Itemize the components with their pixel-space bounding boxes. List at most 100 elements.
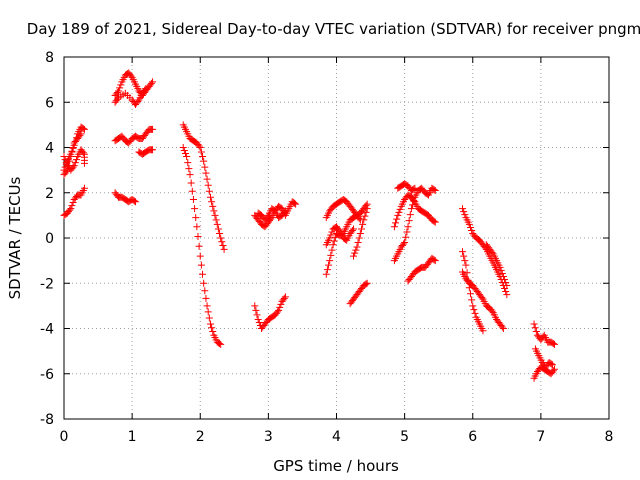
y-tick-label: -8 [40,412,54,428]
data-point [363,205,371,213]
data-point [392,219,400,227]
data-point [253,311,261,319]
data-point [471,309,479,317]
data-point [213,220,221,228]
y-tick-label: -6 [40,367,54,383]
data-point [130,197,138,205]
data-point [202,294,210,302]
y-tick-label: 8 [45,50,54,66]
data-point [393,215,401,223]
data-point [80,159,88,167]
data-point [219,242,227,250]
data-point [127,72,135,80]
data-point [461,257,469,265]
data-point [363,279,371,287]
data-point [502,278,510,286]
data-point [403,228,411,236]
data-point [255,318,263,326]
data-point [498,323,506,331]
data-point [488,248,496,256]
data-point [350,252,358,260]
data-point [191,205,199,213]
data-point [328,228,336,236]
data-point [200,279,208,287]
data-point [216,340,224,348]
data-point [116,84,124,92]
data-point [355,214,363,222]
data-point [69,163,77,171]
plot-frame [63,56,610,420]
data-point [531,324,539,332]
data-point [202,169,210,177]
data-point [430,217,438,225]
data-point [183,153,191,161]
data-point [463,269,471,277]
data-point [410,196,418,204]
data-point [195,142,203,150]
data-point [251,302,259,310]
x-tick-label: 8 [605,429,614,445]
data-point [323,266,331,274]
data-point [273,308,281,316]
data-point [547,360,555,368]
data-point [549,340,557,348]
data-point [551,365,558,373]
x-tick-label: 5 [400,429,409,445]
y-tick-label: 2 [45,186,54,202]
data-point [205,314,213,322]
data-point [357,225,365,233]
data-point [204,308,212,316]
data-point [464,276,472,284]
data-point [466,290,474,298]
data-point [327,231,335,239]
data-point [326,234,334,242]
data-point [488,307,496,315]
data-point [209,202,217,210]
data-point [431,257,439,265]
data-point [214,225,222,233]
data-point [113,88,121,96]
data-point [355,234,363,242]
data-point [204,181,212,189]
data-point [470,306,478,314]
data-point [184,159,192,167]
data-point [356,229,364,237]
data-point [352,246,360,254]
data-point [459,205,467,213]
data-point [327,251,335,259]
data-point [220,245,228,253]
data-point [290,199,298,207]
data-point [499,272,507,280]
y-tick-label: 6 [45,95,54,111]
data-point [189,196,197,204]
data-point [187,179,195,187]
data-point [460,252,468,260]
data-point [208,324,216,332]
data-point [181,150,189,158]
data-point [62,168,70,176]
data-point [401,239,409,247]
data-point [469,302,477,310]
data-point [496,263,504,271]
x-tick-label: 2 [196,429,205,445]
data-point [335,226,343,234]
data-point [498,269,506,277]
data-point [549,367,557,375]
data-point [275,306,283,314]
data-point [141,86,149,94]
data-point [67,153,75,161]
data-point [66,206,74,214]
data-point [280,208,288,216]
data-point [199,153,207,161]
data-point [280,294,288,302]
data-point [354,239,362,247]
data-point [205,187,213,195]
data-point [532,328,540,336]
data-point [462,261,470,269]
data-point [194,232,202,240]
data-point [199,270,207,278]
data-point [322,270,330,278]
data-point [478,294,486,302]
data-point [396,205,404,213]
data-point [60,153,68,161]
